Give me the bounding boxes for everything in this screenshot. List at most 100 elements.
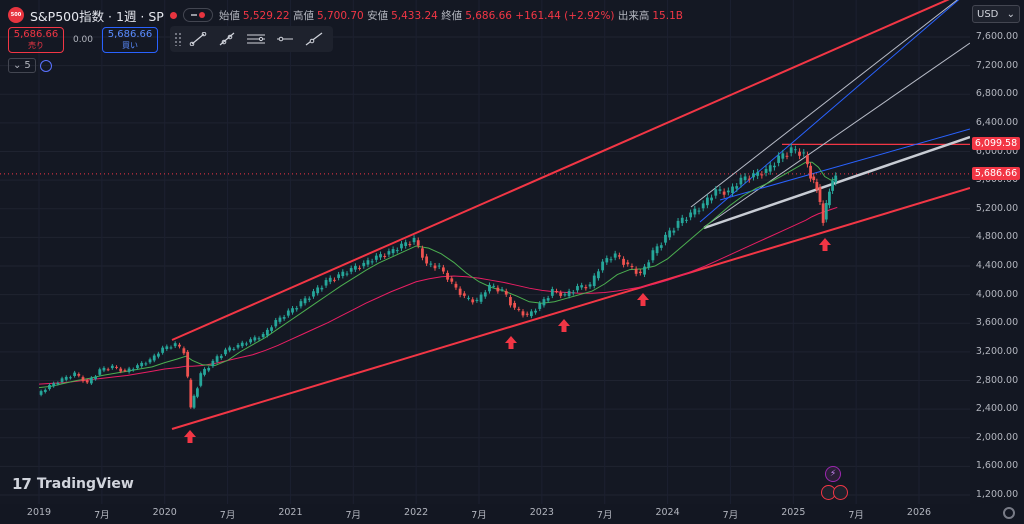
price-tick-label: 3,200.00 [975,345,1019,357]
candle-body [446,272,449,280]
extended-line-tool-icon[interactable] [301,29,327,49]
up-arrow-marker [184,430,196,443]
parallel-channel-tool-icon[interactable] [243,29,269,49]
candle-body [824,203,828,220]
price-tick-label: 2,800.00 [975,374,1019,386]
candle-body [617,255,621,257]
candle-body [215,356,219,362]
candle-body [136,365,139,369]
market-status-icon[interactable] [169,11,177,19]
candle-body [89,377,93,384]
price-tick-label: 6,400.00 [975,116,1019,128]
candle-body [605,258,609,263]
economic-events-icon[interactable] [821,485,848,500]
candle-body [521,311,525,316]
candle-body [714,189,718,196]
sell-button[interactable]: 5,686.66 売り [8,27,64,53]
candle-body [504,291,508,295]
candle-body [56,382,60,385]
indicator-settings-icon[interactable] [39,59,52,72]
chevron-down-icon: ⌄ [1006,8,1015,20]
candle-body [638,271,642,274]
candle-body [726,190,730,193]
time-tick-label: 7月 [219,510,236,521]
trend-line-white [690,0,958,208]
candle-body [689,212,693,218]
tradingview-logo-icon: 17 [12,475,32,493]
candle-body [203,368,206,375]
candle-body [760,174,764,176]
candle-body [395,250,399,252]
buy-button[interactable]: 5,686.66 買い [102,27,158,53]
sp500-logo-icon: 500 [8,7,24,23]
candle-body [559,292,563,296]
time-tick-label: 2024 [655,507,680,518]
candle-body [144,363,148,365]
time-axis[interactable]: 2019 7月 2020 7月 2021 7月 2022 7月 2023 7月 2024 7月 2025… [0,504,970,524]
candle-body [73,372,77,376]
candle-body [157,353,160,357]
candle-body [483,292,487,297]
candle-body [529,311,533,317]
price-chart-svg[interactable] [0,0,970,504]
candle-body [64,376,68,380]
price-tick-label: 4,000.00 [975,288,1019,300]
candle-body [387,251,391,255]
candle-body [739,177,743,185]
high-value: 5,700.70 [316,9,364,22]
price-axis[interactable]: 7,600.00 7,200.00 6,800.00 6,400.00 6,000.00… [970,0,1024,504]
time-tick-label: 7月 [596,510,613,521]
candle-body [425,256,429,264]
candle-body [106,369,110,371]
candle-body [362,262,366,267]
brand-name: TradingView [36,476,134,492]
trade-panel: 5,686.66 売り 0.00 5,686.66 買い [8,27,158,53]
candle-body [546,298,550,301]
lightning-event-icon[interactable]: ⚡ [825,466,841,482]
candle-body [173,343,177,347]
symbol-title[interactable]: S&P500指数 · 1週 · SP [30,8,164,24]
candle-body [613,253,617,258]
indicators-toggle[interactable]: ⌄ 5 [8,58,36,73]
time-tick-label: 7月 [722,510,739,521]
current-price-label: 5,686.66 [972,166,1020,180]
trend-line-tool-icon[interactable] [185,29,211,49]
visibility-toggle-icon[interactable] [182,8,213,22]
candle-body [295,308,299,310]
currency-selector[interactable]: USD ⌄ [972,5,1020,23]
candle-body [199,373,203,386]
candle-body [802,152,806,154]
candle-body [320,287,324,290]
candle-body [207,367,211,371]
candle-body [433,265,437,269]
ray-tool-icon[interactable] [214,29,240,49]
up-arrow-marker [558,319,570,332]
candle-body [249,339,253,343]
price-tick-label: 1,200.00 [975,489,1019,500]
price-tick-label: 7,600.00 [975,31,1019,42]
drag-handle-icon[interactable] [174,32,182,46]
candle-body [219,355,223,359]
candle-body [815,181,819,190]
horizontal-line-tool-icon[interactable] [272,29,298,49]
gear-icon[interactable] [1003,507,1015,519]
candle-body [383,255,387,257]
candle-body [672,230,676,233]
candle-body [85,380,89,383]
candle-body [69,377,72,379]
candle-body [232,348,236,350]
chart-pane[interactable] [0,0,970,504]
candle-body [416,240,420,246]
candle-body [316,287,320,294]
candle-body [437,265,441,267]
candle-body [697,210,701,212]
trend-line-grey [703,135,970,230]
candle-body [196,388,199,397]
candle-body [789,147,793,153]
candle-body [161,347,165,353]
candle-body [98,369,102,375]
candle-body [429,263,433,265]
candle-body [102,367,106,371]
open-value: 5,529.22 [242,9,290,22]
tradingview-brand[interactable]: 17 TradingView [12,475,134,493]
